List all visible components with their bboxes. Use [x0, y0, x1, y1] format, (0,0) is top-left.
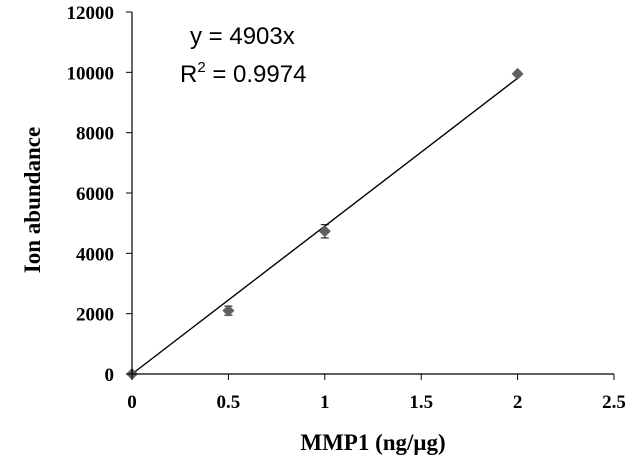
y-tick-label: 10000	[67, 63, 115, 84]
x-axis-title: MMP1 (ng/μg)	[300, 430, 445, 455]
x-tick-label: 1.5	[409, 392, 433, 413]
x-tick-label: 0.5	[217, 392, 241, 413]
x-tick-label: 2.5	[602, 392, 626, 413]
y-tick-label: 12000	[67, 3, 115, 24]
y-tick-label: 2000	[76, 305, 114, 326]
y-tick-label: 4000	[76, 244, 114, 265]
y-tick-label: 0	[105, 365, 115, 386]
r-squared-label: R2 = 0.9974	[180, 59, 306, 88]
y-axis-title: Ion abundance	[20, 127, 45, 273]
y-tick-label: 6000	[76, 184, 114, 205]
x-tick-label: 1	[320, 392, 330, 413]
data-point	[511, 67, 524, 80]
data-point	[222, 304, 235, 317]
equation-label: y = 4903x	[190, 23, 295, 50]
y-tick-label: 8000	[76, 124, 114, 145]
r-squared-value: = 0.9974	[206, 61, 307, 88]
x-tick-label: 0	[127, 392, 137, 413]
x-tick-label: 2	[513, 392, 523, 413]
data-point	[318, 225, 331, 238]
r-squared-exponent: 2	[197, 59, 205, 76]
r-squared-base: R	[180, 61, 197, 88]
